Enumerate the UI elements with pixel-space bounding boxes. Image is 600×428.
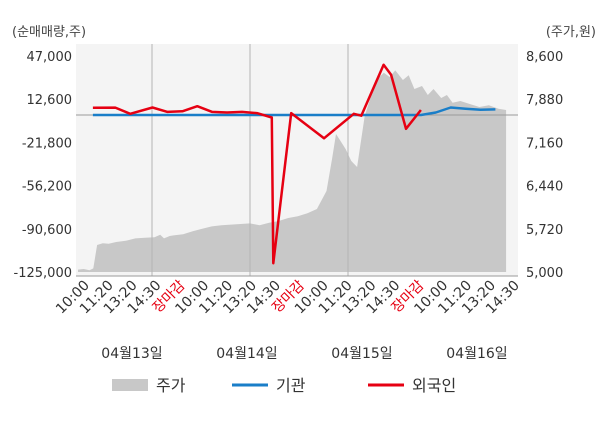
- legend: 주가 기관 외국인: [112, 376, 456, 395]
- x-axis-ticks: 10:0011:2013:2014:30장마감10:0011:2013:2014…: [53, 277, 523, 317]
- right-axis-unit: (주가,원): [546, 25, 596, 40]
- right-axis-ticks: 8,600 7,880 7,160 6,440 5,720 5,000: [526, 50, 563, 281]
- right-tick-label: 5,000: [526, 266, 563, 281]
- right-tick-label: 5,720: [526, 223, 563, 238]
- date-label: 04월14일: [216, 346, 277, 362]
- legend-label: 기관: [276, 376, 306, 395]
- date-label: 04월13일: [101, 346, 162, 362]
- price-area: [78, 70, 507, 273]
- series-line-layer: [92, 63, 496, 265]
- left-axis-unit: (순매매량,주): [12, 25, 86, 40]
- left-tick-label: 12,600: [27, 93, 73, 108]
- date-label: 04월15일: [331, 346, 392, 362]
- left-tick-label: -125,000: [14, 266, 72, 281]
- right-tick-label: 6,440: [526, 180, 563, 195]
- left-tick-label: -56,200: [22, 180, 72, 195]
- price-area-layer: [78, 70, 507, 273]
- date-labels: 04월13일 04월14일 04월15일 04월16일: [101, 346, 507, 362]
- left-tick-label: -21,800: [22, 136, 72, 151]
- legend-swatch-area: [112, 379, 148, 391]
- series-line-기관: [92, 106, 496, 117]
- date-label: 04월16일: [446, 346, 507, 362]
- right-tick-label: 7,880: [526, 93, 563, 108]
- right-tick-label: 8,600: [526, 50, 563, 65]
- right-tick-label: 7,160: [526, 136, 563, 151]
- legend-label: 주가: [156, 376, 186, 395]
- left-axis-ticks: 47,000 12,600 -21,800 -56,200 -90,600 -125,00…: [14, 50, 72, 281]
- left-tick-label: -90,600: [22, 223, 72, 238]
- legend-label: 외국인: [412, 376, 456, 395]
- left-tick-label: 47,000: [27, 50, 73, 65]
- series-line-외국인: [92, 63, 422, 265]
